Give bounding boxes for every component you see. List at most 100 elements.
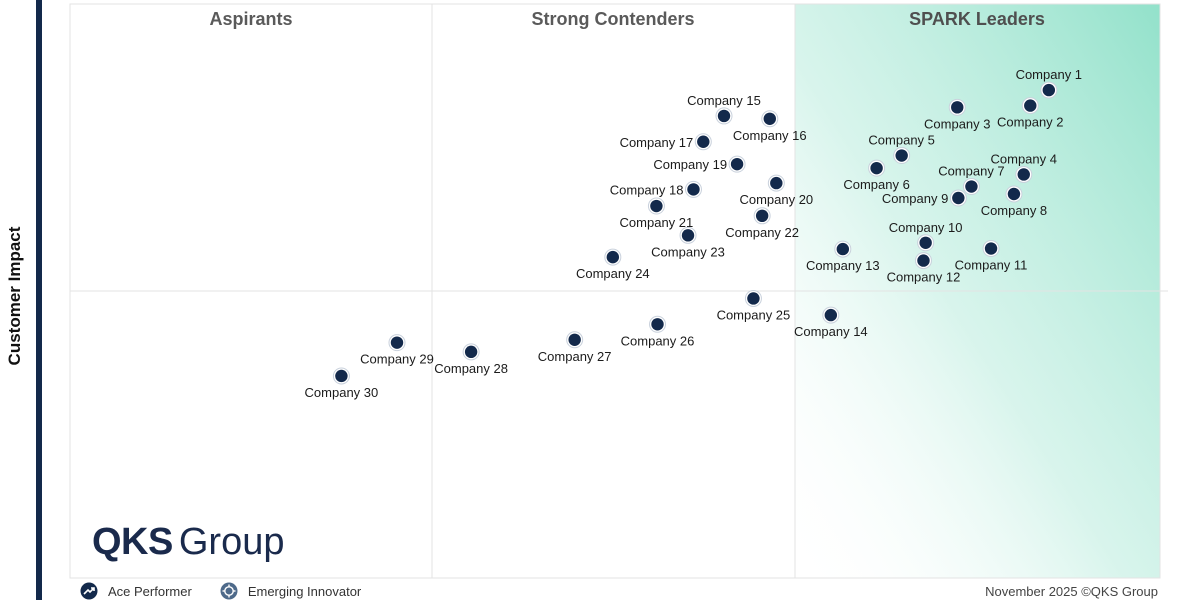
data-point-14[interactable]: Company 14 xyxy=(794,306,868,339)
point-marker[interactable] xyxy=(755,209,769,223)
point-marker[interactable] xyxy=(717,109,731,123)
point-label: Company 6 xyxy=(843,177,909,192)
point-label: Company 13 xyxy=(806,258,880,273)
data-point-26[interactable]: Company 26 xyxy=(621,315,695,348)
point-marker[interactable] xyxy=(919,236,932,249)
data-point-7[interactable]: Company 7 xyxy=(938,164,1005,196)
point-label: Company 3 xyxy=(924,116,990,131)
qks-group-logo: QKS Group xyxy=(92,520,284,564)
point-marker[interactable] xyxy=(1007,187,1021,201)
data-point-28[interactable]: Company 28 xyxy=(434,343,508,376)
point-marker[interactable] xyxy=(747,292,760,305)
point-marker[interactable] xyxy=(651,318,664,331)
point-marker[interactable] xyxy=(917,254,930,267)
data-point-2[interactable]: Company 2 xyxy=(997,97,1064,130)
point-marker[interactable] xyxy=(836,242,850,256)
point-label: Company 26 xyxy=(621,333,695,348)
point-label: Company 7 xyxy=(938,164,1004,179)
point-marker[interactable] xyxy=(1042,83,1056,97)
point-marker[interactable] xyxy=(687,183,700,196)
point-label: Company 10 xyxy=(889,220,963,235)
data-point-1[interactable]: Company 1 xyxy=(1016,67,1082,99)
point-label: Company 14 xyxy=(794,324,868,339)
ace-performer-icon xyxy=(80,582,98,600)
data-point-17[interactable]: Company 17 xyxy=(620,133,712,151)
legend: Ace Performer Emerging Innovator xyxy=(80,582,389,600)
data-point-13[interactable]: Company 13 xyxy=(806,240,880,273)
quadrant-title-strong-contenders: Strong Contenders xyxy=(531,9,694,29)
point-marker[interactable] xyxy=(464,345,478,359)
point-label: Company 15 xyxy=(687,93,761,108)
point-marker[interactable] xyxy=(335,369,348,383)
data-point-3[interactable]: Company 3 xyxy=(924,98,991,131)
logo-strong-text: QKS xyxy=(92,521,173,563)
footer-date-copyright: November 2025 ©QKS Group xyxy=(985,584,1158,599)
point-marker[interactable] xyxy=(650,199,663,213)
point-label: Company 9 xyxy=(882,191,948,206)
point-marker[interactable] xyxy=(681,229,695,242)
legend-label-emerging-innovator: Emerging Innovator xyxy=(247,583,362,599)
data-point-11[interactable]: Company 11 xyxy=(955,240,1028,273)
point-marker[interactable] xyxy=(697,135,710,148)
emerging-innovator-icon xyxy=(220,582,238,600)
point-marker[interactable] xyxy=(965,180,978,193)
data-point-27[interactable]: Company 27 xyxy=(538,331,612,364)
point-marker[interactable] xyxy=(1017,168,1030,181)
logo-light-text: Group xyxy=(178,521,285,563)
point-marker[interactable] xyxy=(1024,99,1037,112)
data-point-4[interactable]: Company 4 xyxy=(991,151,1057,183)
point-label: Company 11 xyxy=(955,258,1028,273)
point-marker[interactable] xyxy=(770,176,783,190)
point-label: Company 8 xyxy=(981,203,1047,218)
point-marker[interactable] xyxy=(730,157,744,171)
point-label: Company 25 xyxy=(717,307,791,322)
data-point-23[interactable]: Company 23 xyxy=(651,226,725,259)
point-label: Company 21 xyxy=(620,215,694,230)
point-label: Company 27 xyxy=(538,349,612,364)
point-marker[interactable] xyxy=(951,101,964,114)
data-point-6[interactable]: Company 6 xyxy=(843,159,910,192)
data-point-16[interactable]: Company 16 xyxy=(733,110,807,143)
point-label: Company 20 xyxy=(739,192,813,207)
point-label: Company 30 xyxy=(305,385,379,400)
point-marker[interactable] xyxy=(870,161,883,175)
legend-item-ace-performer: Ace Performer xyxy=(80,582,192,600)
data-point-29[interactable]: Company 29 xyxy=(360,334,434,367)
point-label: Company 28 xyxy=(434,361,508,376)
point-marker[interactable] xyxy=(952,191,965,205)
point-label: Company 16 xyxy=(733,128,807,143)
quadrant-title-aspirants: Aspirants xyxy=(209,9,292,29)
point-label: Company 4 xyxy=(991,151,1057,166)
data-point-24[interactable]: Company 24 xyxy=(576,248,650,281)
data-point-12[interactable]: Company 12 xyxy=(887,252,961,285)
point-label: Company 2 xyxy=(997,115,1063,130)
point-marker[interactable] xyxy=(763,112,776,126)
point-marker[interactable] xyxy=(390,336,404,349)
point-marker[interactable] xyxy=(568,333,581,346)
point-marker[interactable] xyxy=(606,250,620,264)
data-point-15[interactable]: Company 15 xyxy=(687,93,761,125)
point-marker[interactable] xyxy=(984,242,998,255)
data-point-20[interactable]: Company 20 xyxy=(739,174,813,207)
data-point-22[interactable]: Company 22 xyxy=(725,207,799,240)
data-point-18[interactable]: Company 18 xyxy=(610,180,702,198)
point-marker[interactable] xyxy=(895,149,908,162)
data-point-10[interactable]: Company 10 xyxy=(889,220,963,252)
point-marker[interactable] xyxy=(824,308,838,322)
data-point-19[interactable]: Company 19 xyxy=(653,155,746,173)
data-point-5[interactable]: Company 5 xyxy=(868,133,935,165)
point-label: Company 5 xyxy=(868,133,934,148)
data-point-21[interactable]: Company 21 xyxy=(620,197,694,230)
point-label: Company 12 xyxy=(887,270,961,285)
data-point-9[interactable]: Company 9 xyxy=(882,189,967,207)
legend-label-ace-performer: Ace Performer xyxy=(108,583,192,599)
data-point-8[interactable]: Company 8 xyxy=(981,185,1047,218)
point-label: Company 23 xyxy=(651,244,725,259)
data-point-30[interactable]: Company 30 xyxy=(305,367,379,400)
legend-item-emerging-innovator: Emerging Innovator xyxy=(220,582,361,600)
data-point-25[interactable]: Company 25 xyxy=(717,289,791,322)
quadrant-title-spark-leaders: SPARK Leaders xyxy=(909,9,1045,29)
point-label: Company 17 xyxy=(620,135,694,150)
